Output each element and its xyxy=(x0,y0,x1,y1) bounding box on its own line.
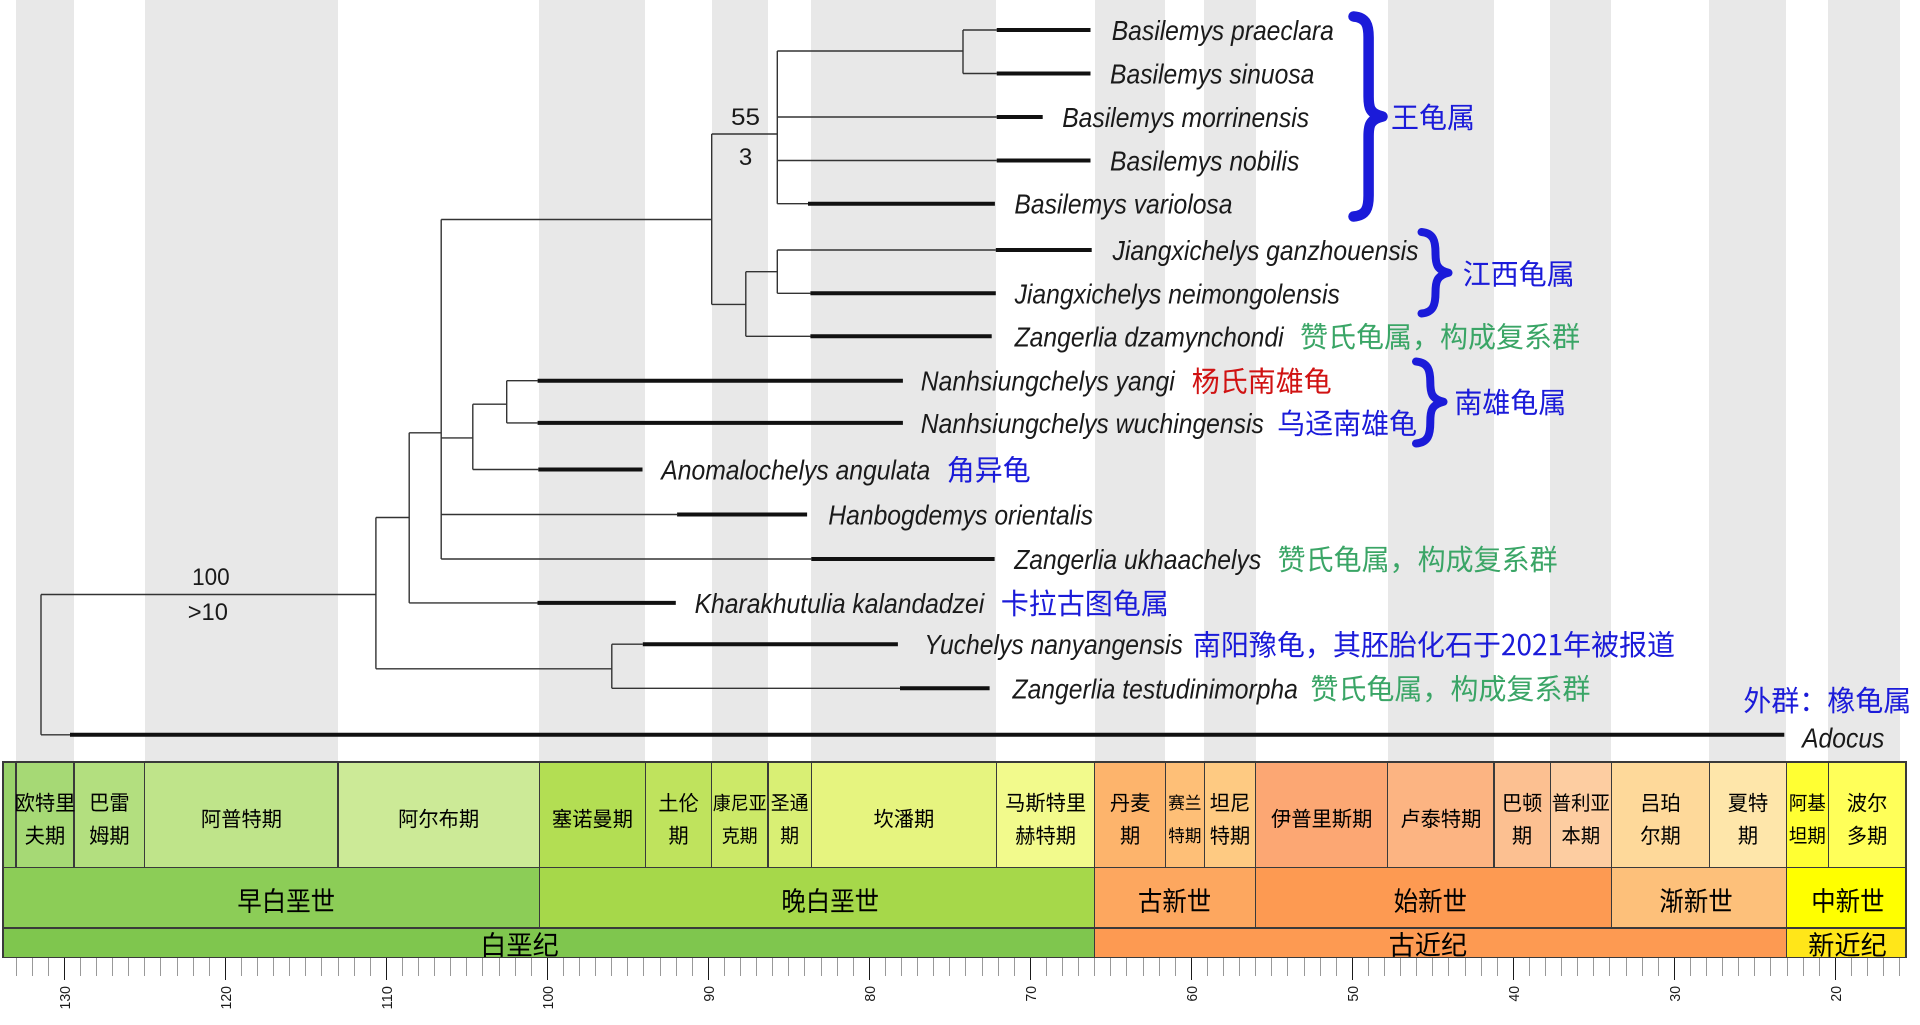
svg-text:120: 120 xyxy=(218,986,235,1010)
svg-text:3: 3 xyxy=(739,144,752,171)
svg-text:Nanhsiungchelys wuchingensis: Nanhsiungchelys wuchingensis xyxy=(921,408,1264,439)
svg-text:20: 20 xyxy=(1828,986,1845,1002)
svg-text:30: 30 xyxy=(1667,986,1684,1002)
svg-text:70: 70 xyxy=(1023,986,1040,1002)
svg-text:Basilemys praeclara: Basilemys praeclara xyxy=(1112,15,1334,46)
svg-text:50: 50 xyxy=(1345,986,1362,1002)
svg-text:Basilemys morrinensis: Basilemys morrinensis xyxy=(1062,102,1309,133)
svg-text:110: 110 xyxy=(379,986,396,1010)
svg-text:Jiangxichelys neimongolensis: Jiangxichelys neimongolensis xyxy=(1014,278,1340,309)
svg-text:Kharakhutulia kalandadzei: Kharakhutulia kalandadzei xyxy=(695,588,985,619)
svg-text:Zangerlia testudinimorpha: Zangerlia testudinimorpha xyxy=(1012,673,1298,704)
svg-text:100: 100 xyxy=(192,564,230,591)
svg-text:60: 60 xyxy=(1184,986,1201,1002)
svg-text:55: 55 xyxy=(731,104,760,131)
svg-text:40: 40 xyxy=(1506,986,1523,1002)
svg-text:90: 90 xyxy=(701,986,718,1002)
svg-text:Yuchelys nanyangensis: Yuchelys nanyangensis xyxy=(924,629,1183,660)
svg-text:>10: >10 xyxy=(188,599,228,626)
svg-text:100: 100 xyxy=(540,986,557,1010)
svg-text:Basilemys sinuosa: Basilemys sinuosa xyxy=(1110,59,1314,90)
svg-text:Anomalochelys angulata: Anomalochelys angulata xyxy=(660,455,931,486)
svg-text:80: 80 xyxy=(862,986,879,1002)
svg-text:130: 130 xyxy=(57,986,74,1010)
svg-text:Adocus: Adocus xyxy=(1800,723,1884,754)
svg-text:Jiangxichelys ganzhouensis: Jiangxichelys ganzhouensis xyxy=(1112,235,1419,266)
svg-text:Hanbogdemys orientalis: Hanbogdemys orientalis xyxy=(828,500,1093,531)
svg-text:Zangerlia dzamynchondi: Zangerlia dzamynchondi xyxy=(1014,321,1285,352)
svg-text:Zangerlia ukhaachelys: Zangerlia ukhaachelys xyxy=(1013,544,1261,575)
svg-text:Basilemys variolosa: Basilemys variolosa xyxy=(1014,189,1232,220)
svg-text:Basilemys nobilis: Basilemys nobilis xyxy=(1110,146,1299,177)
svg-text:Nanhsiungchelys yangi: Nanhsiungchelys yangi xyxy=(921,366,1176,397)
